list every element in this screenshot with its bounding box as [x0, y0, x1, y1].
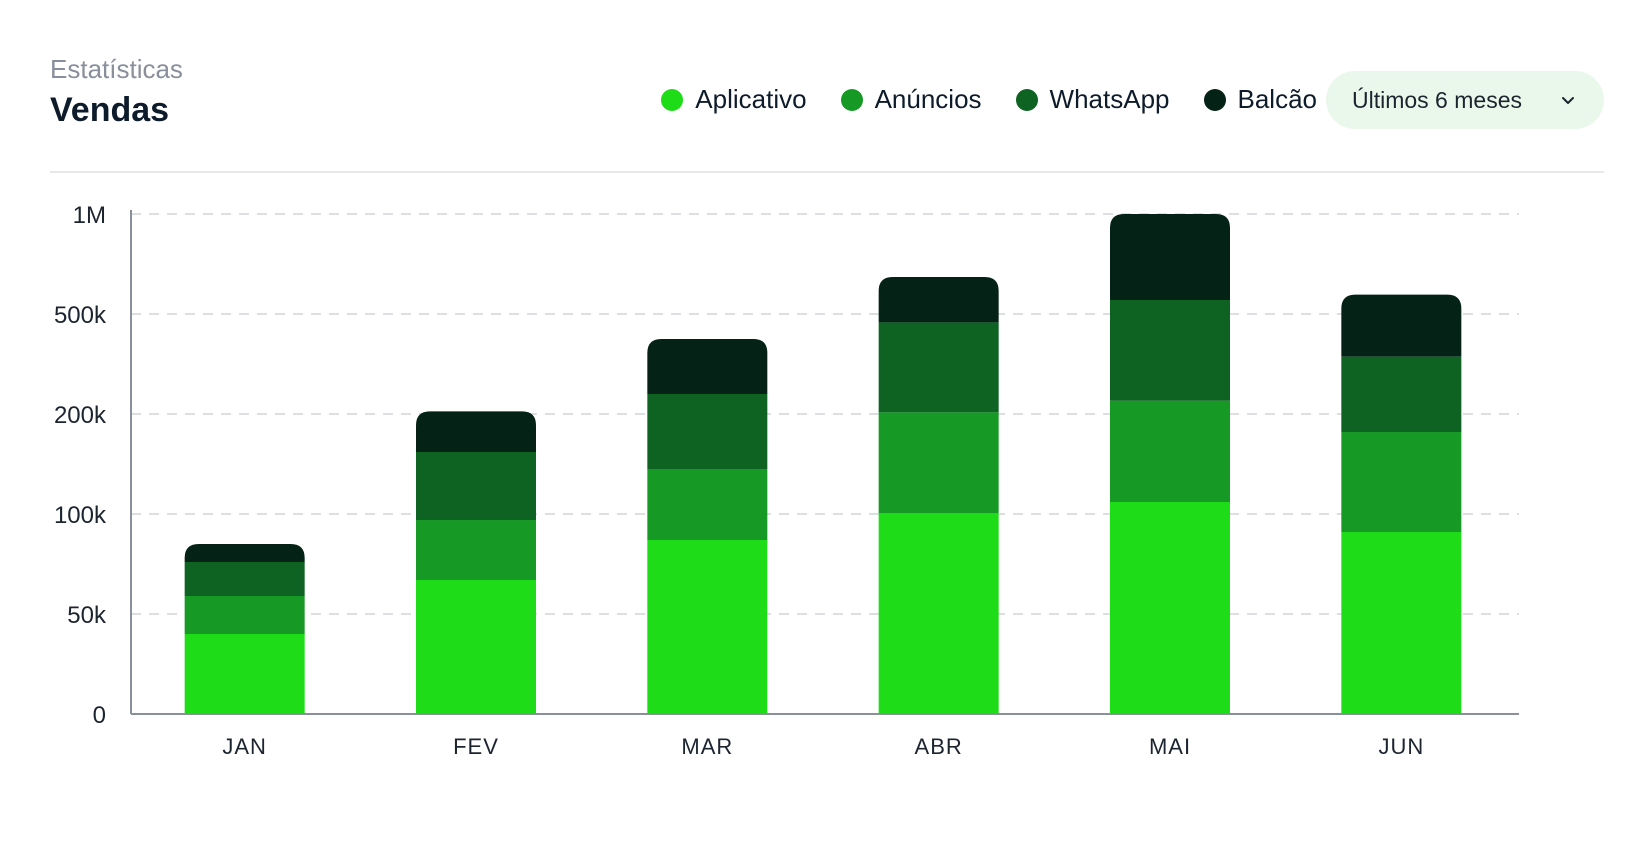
legend-item: Aplicativo — [661, 84, 807, 115]
x-tick-label: JUN — [1378, 734, 1424, 759]
x-tick-label: JAN — [222, 734, 267, 759]
chart-header: Estatísticas Vendas — [50, 52, 183, 132]
legend-swatch — [661, 88, 684, 111]
bar-segment-aplicativo — [1341, 532, 1462, 714]
bar-segment-anúncios — [647, 469, 768, 540]
legend-swatch — [1015, 88, 1038, 111]
bar-segment-aplicativo — [878, 513, 999, 714]
y-tick-label: 1M — [73, 202, 106, 229]
y-tick-label: 500k — [54, 302, 107, 329]
bar-segment-balcão — [184, 544, 305, 562]
bar-segment-whatsapp — [184, 562, 305, 596]
bar-segment-anúncios — [1110, 400, 1230, 502]
bar-segment-anúncios — [878, 412, 999, 513]
y-tick-label: 50k — [67, 602, 107, 629]
period-select-value: Últimos 6 meses — [1352, 86, 1522, 113]
bar-segment-aplicativo — [416, 580, 536, 714]
legend-label: Balcão — [1237, 84, 1318, 114]
period-select[interactable]: Últimos 6 meses — [1326, 71, 1604, 129]
bar-segment-aplicativo — [184, 634, 305, 714]
x-tick-label: FEV — [453, 734, 499, 759]
chart-legend: Aplicativo Anúncios WhatsApp Balcão — [661, 84, 1317, 115]
y-tick-label: 200k — [54, 402, 107, 429]
legend-item: WhatsApp — [1015, 84, 1170, 115]
bar-segment-whatsapp — [878, 322, 999, 413]
bar-segment-whatsapp — [647, 394, 768, 469]
x-tick-label: MAI — [1149, 734, 1191, 759]
bar-segment-balcão — [1110, 214, 1230, 300]
bar-segment-anúncios — [416, 520, 536, 580]
bar-segment-whatsapp — [416, 452, 536, 520]
bar-segment-anúncios — [184, 596, 305, 634]
header-divider — [50, 171, 1604, 173]
legend-item: Anúncios — [840, 84, 982, 115]
bar-segment-balcão — [416, 411, 536, 452]
section-eyebrow: Estatísticas — [50, 54, 183, 84]
legend-label: Aplicativo — [695, 84, 807, 114]
legend-swatch — [840, 88, 863, 111]
y-tick-label: 0 — [93, 702, 106, 729]
x-tick-label: ABR — [915, 734, 963, 759]
stacked-bar-chart: 0 50k 100k 200k 500k 1M JAN FEV MAR ABR MAI JUN — [54, 202, 1519, 759]
legend-swatch — [1203, 88, 1226, 111]
bar-segment-anúncios — [1341, 432, 1462, 532]
bar-segment-balcão — [647, 339, 768, 394]
bar-segment-whatsapp — [1110, 300, 1230, 401]
bar-segment-balcão — [1341, 294, 1462, 357]
legend-label: Anúncios — [874, 84, 982, 114]
bar-segment-balcão — [878, 277, 999, 323]
bar-segment-whatsapp — [1341, 356, 1462, 432]
legend-item: Balcão — [1203, 84, 1318, 115]
chevron-down-icon — [1562, 97, 1574, 104]
legend-label: WhatsApp — [1049, 84, 1170, 114]
y-tick-label: 100k — [54, 502, 107, 529]
chart-title: Vendas — [50, 91, 170, 129]
x-tick-label: MAR — [681, 734, 733, 759]
bar-segment-aplicativo — [1110, 502, 1230, 714]
bar-segment-aplicativo — [647, 540, 768, 714]
